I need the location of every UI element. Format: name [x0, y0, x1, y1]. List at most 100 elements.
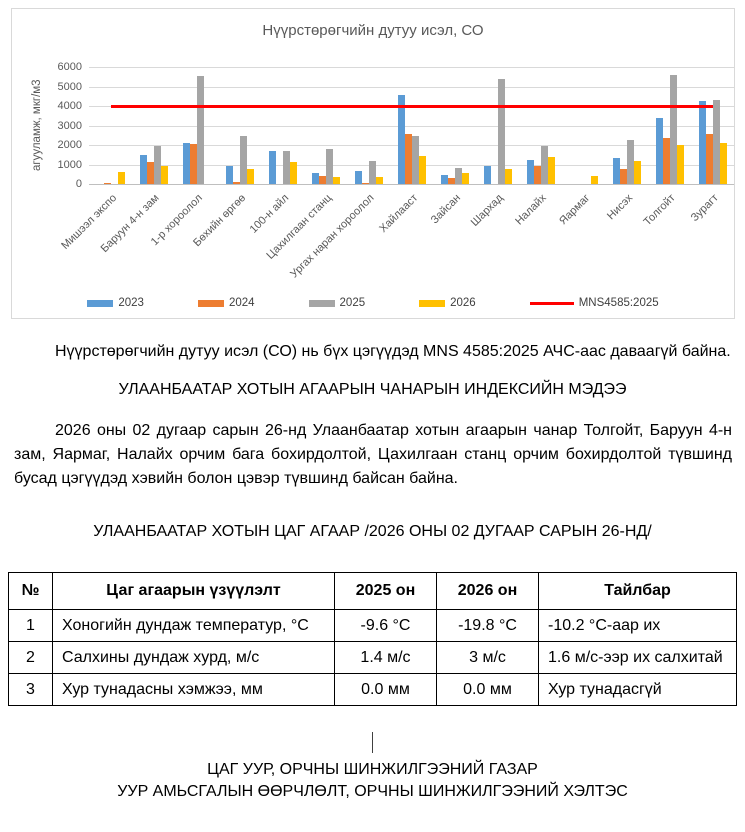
bar-2024	[705, 134, 713, 184]
legend-label: 2023	[118, 297, 144, 309]
legend-swatch	[308, 299, 335, 307]
footer-org-line1: ЦАГ УУР, ОРЧНЫ ШИНЖИЛГЭЭНИЙ ГАЗАР	[207, 761, 538, 778]
bar-group-12	[562, 67, 605, 184]
x-axis-label: Зурагт	[688, 192, 721, 225]
table-cell: 1	[8, 609, 53, 642]
bar-2023	[354, 171, 362, 184]
y-tick-label: 4000	[57, 100, 82, 112]
bar-2026	[547, 156, 555, 184]
bar-group-15	[691, 67, 734, 184]
bar-2023	[268, 150, 276, 184]
bar-group-5	[261, 67, 304, 184]
bar-group-11	[519, 67, 562, 184]
mns-limit-line	[110, 104, 713, 108]
bar-2024	[103, 182, 111, 184]
table-row: 2 Салхины дундаж хурд, м/с 1.4 м/с 3 м/с 1.6…	[8, 641, 737, 674]
table-header-cell: 2025 он	[334, 572, 437, 610]
table-row: 3 Хур тунадасны хэмжээ, мм 0.0 мм 0.0 мм Хур…	[8, 673, 737, 706]
legend-item-2024: 2024	[197, 297, 255, 309]
x-axis-label: Зайсан	[428, 192, 463, 227]
table-cell: Салхины дундаж хурд, м/с	[52, 641, 335, 674]
weather-table: № Цаг агаарын үзүүлэлт 2025 он 2026 он Тайлб…	[8, 572, 737, 706]
x-axis-labels: Мишээл экспо Баруун 4-н зам 1-р хороолол Бө…	[59, 186, 734, 281]
bar-2023	[182, 143, 190, 184]
chart-legend: 2023 2024 2025 2026 MNS4585:2025	[12, 297, 734, 309]
table-cell: 2	[8, 641, 53, 674]
bar-2026	[719, 142, 727, 184]
table-cell: Хоногийн дундаж температур, °С	[52, 609, 335, 642]
y-tick-label: 0	[75, 178, 82, 190]
bar-2024	[361, 182, 369, 184]
bar-2023	[526, 159, 534, 184]
table-row: 1 Хоногийн дундаж температур, °С -9.6 °С -1…	[8, 609, 737, 642]
bar-2023	[655, 117, 663, 184]
bar-group-8	[390, 67, 433, 184]
table-cell: 1.6 м/с-ээр их салхитай	[538, 641, 737, 674]
table-cell: Хур тунадасны хэмжээ, мм	[52, 673, 335, 706]
x-axis-label: Нисэх	[604, 192, 635, 223]
bar-2023	[698, 101, 706, 184]
bar-2023	[139, 154, 147, 184]
bar-2025	[411, 136, 419, 184]
table-cell: 3	[8, 673, 53, 706]
heading-weather: УЛААНБААТАР ХОТЫН ЦАГ АГААР /2026 ОНЫ 02…	[93, 523, 652, 540]
bar-2023	[440, 175, 448, 184]
x-axis-label: Яармаг	[556, 192, 592, 228]
bar-group-9	[433, 67, 476, 184]
gridline	[89, 67, 734, 68]
legend-line-swatch	[529, 301, 574, 305]
bar-2024	[146, 161, 154, 184]
x-axis-label: Толгойт	[641, 192, 678, 229]
table-header-cell: №	[8, 572, 53, 610]
bar-2025	[239, 136, 247, 184]
bar-2024	[447, 177, 455, 184]
bar-2025	[669, 74, 677, 184]
bar-2025	[454, 168, 462, 184]
table-cell: -19.8 °С	[436, 609, 539, 642]
table-cell: 0.0 мм	[334, 673, 437, 706]
bar-2026	[246, 168, 254, 184]
bar-2024	[533, 165, 541, 184]
bar-2026	[590, 176, 598, 184]
table-header-cell: Цаг агаарын үзүүлэлт	[52, 572, 335, 610]
bar-2023	[225, 165, 233, 184]
bar-2025	[540, 146, 548, 184]
bar-group-14	[648, 67, 691, 184]
y-tick-label: 6000	[57, 61, 82, 73]
bar-2025	[497, 78, 505, 184]
bar-group-2	[132, 67, 175, 184]
legend-label: 2026	[450, 297, 476, 309]
bar-2024	[404, 134, 412, 184]
plot-area: 0 1000 2000 3000 4000 5000 6000	[58, 61, 734, 190]
table-cell: -9.6 °С	[334, 609, 437, 642]
bar-2026	[375, 177, 383, 184]
paragraph-aqi-detail: 2026 оны 02 дугаар сарын 26-нд Улаанбаат…	[14, 422, 732, 487]
gridline	[89, 86, 734, 88]
bar-2026	[676, 145, 684, 184]
bar-2024	[189, 144, 197, 184]
legend-label: MNS4585:2025	[578, 297, 659, 309]
y-tick-label: 1000	[57, 158, 82, 171]
x-axis-label: Ургах наран хороолол	[288, 192, 377, 281]
bar-2025	[712, 99, 720, 184]
paragraph-co-summary: Нүүрстөрөгчийн дутуу исэл (СО) нь бүх цэ…	[55, 343, 731, 360]
table-header-cell: Тайлбар	[538, 572, 737, 610]
legend-label: 2025	[339, 297, 366, 309]
bar-2026	[504, 169, 512, 184]
table-cell: Хур тунадасгүй	[538, 673, 737, 706]
bar-group-10	[476, 67, 519, 184]
bar-group-3	[175, 67, 218, 184]
bar-2023	[612, 157, 620, 184]
chart-title: Нүүрстөрөгчийн дутуу исэл, СО	[262, 22, 484, 39]
bar-2025	[153, 146, 161, 184]
bar-2024	[619, 168, 627, 184]
table-cell: 1.4 м/с	[334, 641, 437, 674]
legend-item-2025: 2025	[308, 297, 366, 309]
gridline	[89, 125, 734, 127]
x-axis-label: Шархад	[469, 192, 506, 229]
bar-2026	[117, 172, 125, 184]
bar-2026	[633, 160, 641, 184]
table-cell: -10.2 °С-аар их	[538, 609, 737, 642]
bar-2026	[332, 177, 340, 184]
